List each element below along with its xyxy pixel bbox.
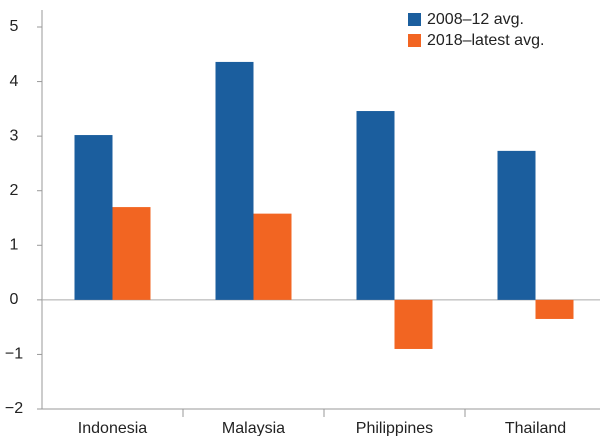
bar (112, 207, 151, 300)
x-tick-label: Malaysia (222, 420, 285, 436)
y-tick-label: 2 (10, 182, 19, 199)
y-tick-label: 5 (10, 18, 19, 35)
bar (394, 299, 433, 349)
y-tick-label: 4 (10, 73, 19, 90)
legend-label: 2018–latest avg. (427, 32, 544, 49)
bar (253, 213, 292, 300)
y-tick-label: −2 (5, 400, 23, 417)
x-tick-label: Thailand (505, 420, 566, 436)
legend-swatch (408, 34, 421, 47)
x-tick-label: Indonesia (78, 420, 147, 436)
bar (356, 111, 395, 300)
bar (497, 150, 536, 300)
legend-label: 2008–12 avg. (427, 11, 524, 28)
x-tick-label: Philippines (356, 420, 433, 436)
bar (535, 299, 574, 319)
bar (74, 135, 113, 300)
bar (215, 61, 254, 300)
y-tick-label: −1 (5, 346, 23, 363)
legend-swatch (408, 13, 421, 26)
y-tick-label: 1 (10, 237, 19, 254)
y-tick-label: 3 (10, 127, 19, 144)
y-tick-label: 0 (10, 291, 19, 308)
